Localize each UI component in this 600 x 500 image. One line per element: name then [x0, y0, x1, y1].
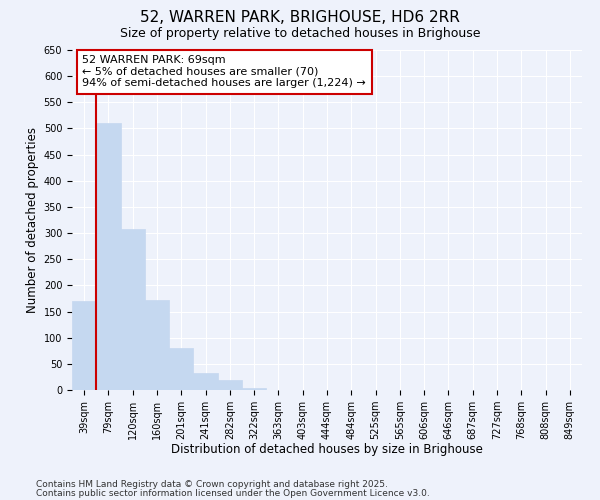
Bar [121, 230, 145, 390]
Text: 52 WARREN PARK: 69sqm
← 5% of detached houses are smaller (70)
94% of semi-detac: 52 WARREN PARK: 69sqm ← 5% of detached h… [82, 55, 366, 88]
Bar [242, 388, 266, 390]
Text: Contains public sector information licensed under the Open Government Licence v3: Contains public sector information licen… [36, 488, 430, 498]
Bar [72, 301, 96, 390]
Bar [218, 380, 242, 390]
Text: 52, WARREN PARK, BRIGHOUSE, HD6 2RR: 52, WARREN PARK, BRIGHOUSE, HD6 2RR [140, 10, 460, 25]
Text: Contains HM Land Registry data © Crown copyright and database right 2025.: Contains HM Land Registry data © Crown c… [36, 480, 388, 489]
X-axis label: Distribution of detached houses by size in Brighouse: Distribution of detached houses by size … [171, 444, 483, 456]
Text: Size of property relative to detached houses in Brighouse: Size of property relative to detached ho… [120, 28, 480, 40]
Bar [169, 348, 193, 390]
Bar [96, 123, 121, 390]
Bar [193, 372, 218, 390]
Bar [145, 300, 169, 390]
Y-axis label: Number of detached properties: Number of detached properties [26, 127, 40, 313]
